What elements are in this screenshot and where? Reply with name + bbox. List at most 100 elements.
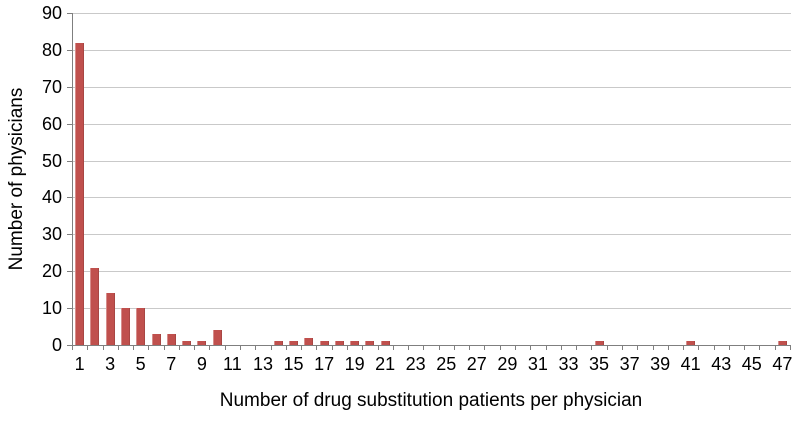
bar: [121, 308, 130, 345]
gridline: [73, 161, 791, 162]
x-axis-title: Number of drug substitution patients per…: [219, 390, 643, 411]
gridline: [73, 271, 791, 272]
gridline: [73, 234, 791, 235]
x-axis-tick: [591, 346, 592, 350]
y-tick-label: 20: [41, 261, 62, 281]
x-tick-label: 21: [375, 354, 396, 374]
bar: [350, 341, 360, 345]
y-tick-label: 10: [41, 298, 62, 318]
x-axis-tick: [744, 346, 745, 350]
x-axis-tick: [164, 346, 165, 350]
x-tick-label: 45: [741, 354, 762, 374]
x-axis-tick: [103, 346, 104, 350]
y-axis-tick: [67, 13, 72, 14]
bar: [686, 341, 696, 345]
x-axis-tick: [393, 346, 394, 350]
bar: [212, 330, 222, 345]
x-axis-tick: [209, 346, 210, 350]
x-tick-label: 37: [619, 354, 640, 374]
x-axis-tick: [148, 346, 149, 350]
y-axis-tick: [67, 271, 72, 272]
gridline: [73, 197, 791, 198]
x-tick-label: 11: [223, 354, 242, 374]
x-axis-tick: [255, 346, 256, 350]
bar: [380, 341, 390, 345]
y-tick-label: 70: [41, 77, 62, 97]
x-axis-tick: [439, 346, 440, 350]
x-axis-tick: [194, 346, 195, 350]
bar: [777, 341, 787, 345]
y-tick-label: 90: [41, 3, 62, 23]
x-axis-tick: [72, 346, 73, 350]
y-axis-tick: [67, 124, 72, 125]
x-axis-tick: [790, 346, 791, 350]
x-axis-tick: [698, 346, 699, 350]
x-tick-label: 25: [436, 354, 457, 374]
bar: [136, 308, 146, 345]
bar: [105, 293, 115, 345]
x-axis-tick: [775, 346, 776, 350]
x-axis-tick: [637, 346, 638, 350]
bar: [75, 43, 85, 345]
bar: [319, 341, 329, 345]
x-axis-tick: [729, 346, 730, 350]
x-axis-tick: [607, 346, 608, 350]
bar: [334, 341, 344, 345]
bar: [594, 341, 604, 345]
bar: [365, 341, 375, 345]
x-axis-tick: [500, 346, 501, 350]
y-axis-tick: [67, 308, 72, 309]
x-axis-tick: [408, 346, 409, 350]
bar: [182, 341, 192, 345]
x-tick-label: 31: [527, 354, 548, 374]
x-axis-tick: [225, 346, 226, 350]
y-tick-label: 0: [51, 335, 62, 355]
x-axis-tick: [668, 346, 669, 350]
x-axis-tick: [118, 346, 119, 350]
gridline: [73, 308, 791, 309]
x-tick-label: 19: [344, 354, 365, 374]
y-tick-label: 60: [41, 114, 62, 134]
x-axis-tick: [530, 346, 531, 350]
bar: [197, 341, 207, 345]
x-tick-label: 5: [135, 354, 146, 374]
x-axis-tick: [622, 346, 623, 350]
x-tick-label: 17: [314, 354, 335, 374]
gridline: [73, 13, 791, 14]
y-tick-label: 30: [41, 224, 62, 244]
x-axis-tick: [378, 346, 379, 350]
y-axis-tick: [67, 87, 72, 88]
x-axis-tick: [179, 346, 180, 350]
y-axis-tick: [67, 197, 72, 198]
x-axis-tick: [546, 346, 547, 350]
x-axis-tick: [423, 346, 424, 350]
x-axis-tick: [271, 346, 272, 350]
x-axis-tick: [683, 346, 684, 350]
bar: [304, 338, 314, 345]
x-axis-tick: [484, 346, 485, 350]
x-axis-tick: [87, 346, 88, 350]
x-tick-label: 15: [283, 354, 304, 374]
x-tick-label: 27: [466, 354, 487, 374]
x-tick-label: 39: [650, 354, 671, 374]
x-tick-label: 35: [588, 354, 610, 374]
bar: [273, 341, 283, 345]
x-axis-tick: [332, 346, 333, 350]
y-tick-label: 80: [41, 40, 62, 60]
gridline: [73, 87, 791, 88]
x-axis-tick: [469, 346, 470, 350]
y-axis-tick: [67, 161, 72, 162]
x-axis-tick: [286, 346, 287, 350]
x-axis-tick: [362, 346, 363, 350]
x-axis-tick: [133, 346, 134, 350]
x-axis-tick: [454, 346, 455, 350]
x-tick-label: 41: [680, 354, 701, 374]
x-axis-tick: [240, 346, 241, 350]
y-tick-label: 40: [41, 187, 62, 207]
x-tick-label: 33: [558, 354, 579, 374]
x-tick-label: 13: [252, 354, 274, 374]
bar: [166, 334, 176, 345]
x-tick-label: 23: [405, 354, 426, 374]
x-tick-label: 9: [196, 354, 207, 374]
